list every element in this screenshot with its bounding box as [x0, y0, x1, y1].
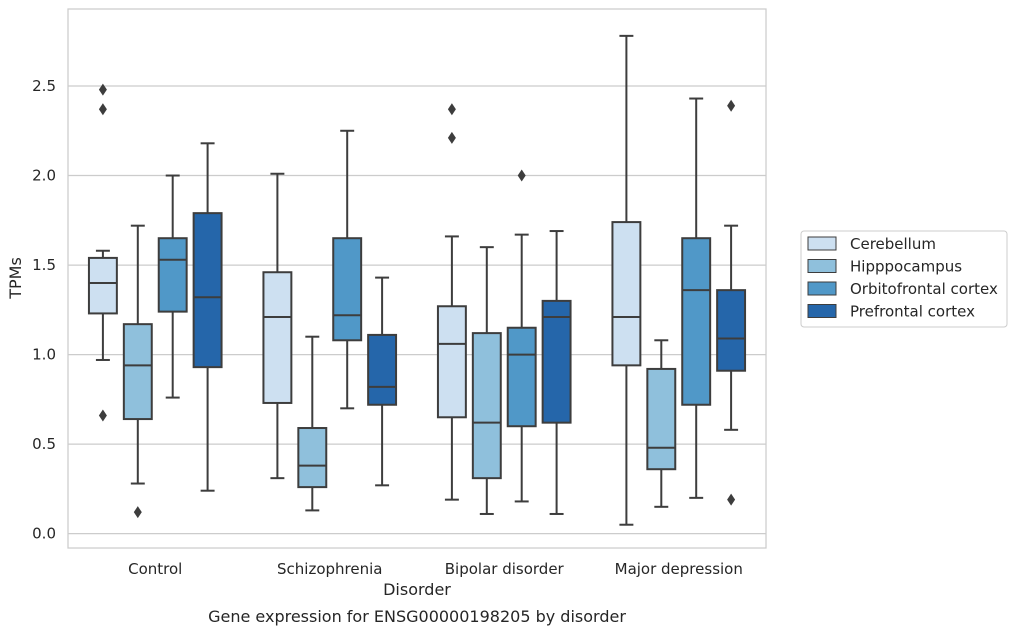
box-iqr [436, 305, 467, 419]
box-iqr [297, 427, 328, 489]
box-2-0 [436, 103, 467, 501]
box-iqr [367, 333, 398, 406]
y-tick-label: 1.0 [32, 346, 56, 364]
boxes [87, 34, 747, 526]
box-iqr [87, 256, 118, 315]
y-tick-label: 2.5 [32, 77, 56, 95]
box-iqr [192, 212, 223, 369]
box-iqr [541, 299, 572, 424]
legend-swatch [807, 236, 837, 251]
legend-entry-label: Orbitofrontal cortex [850, 280, 998, 298]
box-iqr [471, 332, 502, 480]
box-0-2 [157, 174, 188, 399]
box-3-0 [611, 34, 642, 526]
outlier-point [98, 83, 107, 96]
box-1-0 [262, 172, 293, 480]
box-iqr [157, 237, 188, 313]
x-tick-label: Control [128, 560, 182, 578]
y-ticks: 0.0 0.5 1.0 1.5 2.0 2.5 [32, 77, 56, 543]
box-3-2 [681, 97, 712, 499]
legend-entry-label: Hipppocampus [850, 258, 962, 276]
box-2-2 [506, 169, 537, 503]
legend-frame [800, 230, 1008, 328]
legend: Cerebellum Hipppocampus Orbitofrontal cort… [800, 230, 1008, 328]
chart-caption: Gene expression for ENSG00000198205 by d… [208, 607, 626, 626]
box-2-3 [541, 230, 572, 515]
box-iqr [506, 326, 537, 428]
box-iqr [681, 237, 712, 406]
box-0-1 [122, 224, 153, 519]
legend-swatch [807, 281, 837, 296]
y-tick-label: 0.0 [32, 525, 56, 543]
y-tick-label: 0.5 [32, 435, 56, 453]
y-tick-label: 1.5 [32, 256, 56, 274]
box-0-3 [192, 142, 223, 492]
box-1-3 [367, 276, 398, 487]
box-1-2 [332, 129, 363, 410]
x-ticks: Control Schizophrenia Bipolar disorder Majo… [128, 560, 743, 578]
outlier-point [447, 131, 456, 144]
legend-swatch [807, 259, 837, 273]
box-iqr [611, 221, 642, 367]
legend-swatch [807, 304, 837, 318]
box-3-3 [716, 99, 747, 506]
outlier-point [98, 103, 107, 116]
outlier-point [98, 409, 107, 422]
box-iqr [716, 289, 747, 372]
box-iqr [122, 323, 153, 421]
outlier-point [517, 169, 526, 182]
box-1-1 [297, 335, 328, 512]
x-axis-label: Disorder [383, 580, 451, 599]
outlier-point [727, 493, 736, 506]
box-iqr [646, 367, 677, 471]
legend-entry-label: Prefrontal cortex [850, 303, 975, 321]
legend-entry-label: Cerebellum [850, 235, 936, 253]
box-3-1 [646, 339, 677, 508]
box-2-1 [471, 246, 502, 515]
x-tick-label: Major depression [615, 560, 743, 578]
box-iqr [262, 271, 293, 404]
y-axis-label: TPMs [6, 257, 25, 300]
box-0-0 [87, 83, 118, 422]
y-tick-label: 2.0 [32, 167, 56, 185]
box-iqr [332, 237, 363, 342]
x-tick-label: Schizophrenia [277, 560, 382, 578]
x-tick-label: Bipolar disorder [445, 560, 565, 578]
outlier-point [133, 506, 142, 519]
outlier-point [447, 103, 456, 116]
outlier-point [727, 99, 736, 112]
